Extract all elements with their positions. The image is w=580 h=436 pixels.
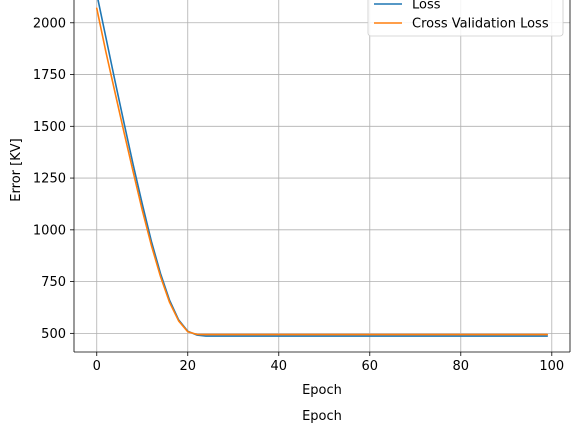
y-tick-label: 1000	[33, 223, 66, 238]
axes: 0 20 40 60 80 100 500 750 1000 1250 1500 1750 2000	[33, 0, 571, 374]
x-tick-label: 60	[362, 359, 379, 374]
y-tick-label: 1500	[33, 120, 66, 135]
x-tick-label: 20	[179, 359, 196, 374]
legend: Loss Cross Validation Loss	[367, 0, 564, 37]
legend-label: Loss	[412, 0, 441, 13]
grid	[74, 0, 570, 352]
x-tick-label: 80	[453, 359, 470, 374]
series-line-cross-validation-loss	[95, 7, 549, 336]
x-axis-title-outer: Epoch	[302, 409, 342, 424]
y-tick-label: 500	[41, 327, 66, 342]
y-axis-title: Error [KV]	[9, 138, 24, 201]
y-tick-label: 1750	[33, 68, 66, 83]
y-tick-label: 1250	[33, 172, 66, 187]
y-tick-label: 2000	[33, 16, 66, 31]
y-tick-label: 750	[41, 275, 66, 290]
legend-label: Cross Validation Loss	[412, 17, 549, 32]
x-axis-title: Epoch	[302, 383, 342, 398]
x-tick-label: 100	[539, 359, 564, 374]
legend-box	[367, 0, 564, 37]
x-tick-label: 0	[93, 359, 101, 374]
series-layer	[95, 0, 549, 337]
x-tick-label: 40	[270, 359, 287, 374]
